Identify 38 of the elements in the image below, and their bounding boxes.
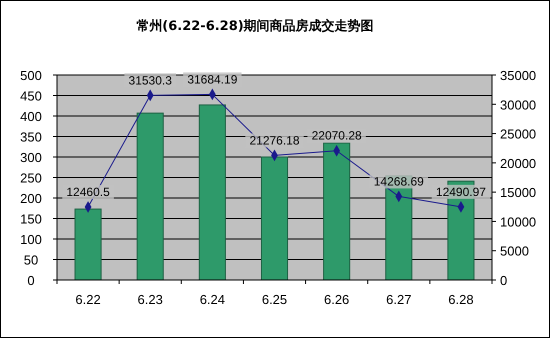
y2-tick-label: 25000 <box>500 126 536 142</box>
y2-tick-label: 35000 <box>500 68 536 83</box>
y-tick-label: 450 <box>20 88 42 104</box>
y2-tick-label: 30000 <box>500 97 536 112</box>
y-tick-label: 300 <box>20 150 42 165</box>
data-label: 12490.97 <box>436 184 486 199</box>
y2-tick-label: 15000 <box>500 185 536 200</box>
y-tick-label: 100 <box>20 232 42 247</box>
y-tick-label: 200 <box>20 191 42 206</box>
x-tick-label: 6.23 <box>138 292 163 307</box>
bar <box>136 112 164 280</box>
x-tick-label: 6.26 <box>324 292 350 307</box>
y-tick-label: 50 <box>24 252 38 268</box>
data-label: 12460.5 <box>66 185 110 200</box>
x-tick-label: 6.24 <box>200 292 226 307</box>
x-tick-label: 6.22 <box>75 292 101 307</box>
y2-tick-label: 20000 <box>500 156 536 171</box>
y-tick-label: 0 <box>27 273 35 288</box>
bar <box>260 156 288 280</box>
x-tick-label: 6.28 <box>448 292 474 307</box>
y-tick-label: 150 <box>20 212 42 226</box>
y2-tick-label: 0 <box>500 273 508 288</box>
data-label: 31530.3 <box>128 73 172 88</box>
y-tick-label: 500 <box>20 68 42 83</box>
y2-tick-label: 10000 <box>500 214 536 230</box>
y-tick-label: 350 <box>20 130 42 144</box>
data-label: 21276.18 <box>249 133 300 148</box>
data-label: 31684.19 <box>187 72 238 86</box>
chart-title: 常州(6.22-6.28)期间商品房成交走势图 <box>136 18 374 34</box>
x-tick-label: 6.25 <box>262 292 288 307</box>
data-label: 22070.28 <box>312 128 362 143</box>
bar <box>198 104 226 280</box>
data-label: 14268.69 <box>374 174 424 188</box>
y2-tick-label: 5000 <box>500 244 529 259</box>
y-tick-label: 400 <box>20 109 42 124</box>
bar <box>74 208 102 280</box>
y-tick-label: 250 <box>20 170 42 186</box>
x-tick-label: 6.27 <box>386 292 412 307</box>
